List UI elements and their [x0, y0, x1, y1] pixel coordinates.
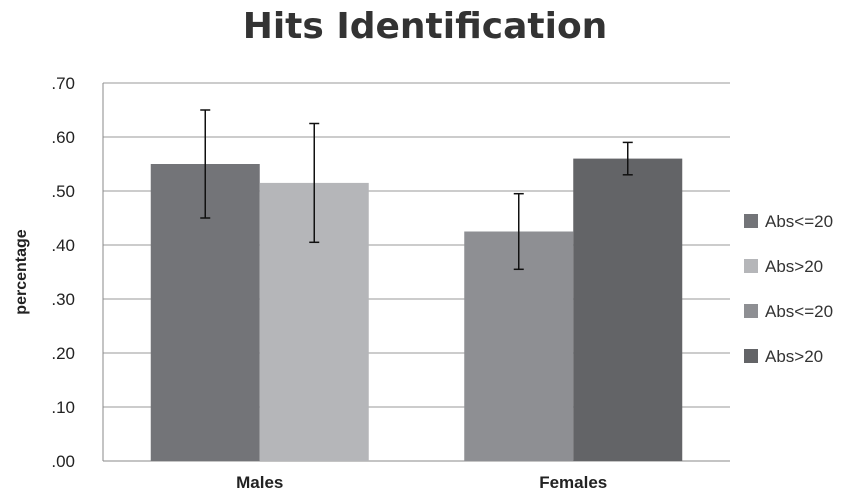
legend-swatch: [744, 304, 758, 318]
y-tick-label: .40: [51, 236, 75, 255]
error-bars: [200, 109, 633, 271]
y-tick-label: .10: [51, 398, 75, 417]
legend-swatch: [744, 214, 758, 228]
y-tick-label: .20: [51, 344, 75, 363]
legend-swatch: [744, 349, 758, 363]
x-category-label: Females: [539, 473, 607, 492]
legend-label: Abs<=20: [765, 302, 833, 321]
y-tick-label: .50: [51, 182, 75, 201]
y-tick-label: .60: [51, 128, 75, 147]
bar: [573, 158, 683, 461]
x-category-label: Males: [236, 473, 283, 492]
legend: Abs<=20 Abs>20 Abs<=20 Abs>20: [744, 212, 833, 366]
y-tick-label: .30: [51, 290, 75, 309]
x-categories: Males Females: [236, 473, 607, 492]
chart-title: Hits Identification: [243, 6, 608, 47]
bars: [150, 158, 683, 461]
y-tick-label: .00: [51, 452, 75, 471]
legend-label: Abs>20: [765, 347, 823, 366]
y-tick-label: .70: [51, 74, 75, 93]
y-ticks: .00 .10 .20 .30 .40 .50 .60 .70: [51, 74, 75, 471]
legend-label: Abs<=20: [765, 212, 833, 231]
y-axis-label: percentage: [13, 229, 30, 314]
legend-label: Abs>20: [765, 257, 823, 276]
legend-swatch: [744, 259, 758, 273]
